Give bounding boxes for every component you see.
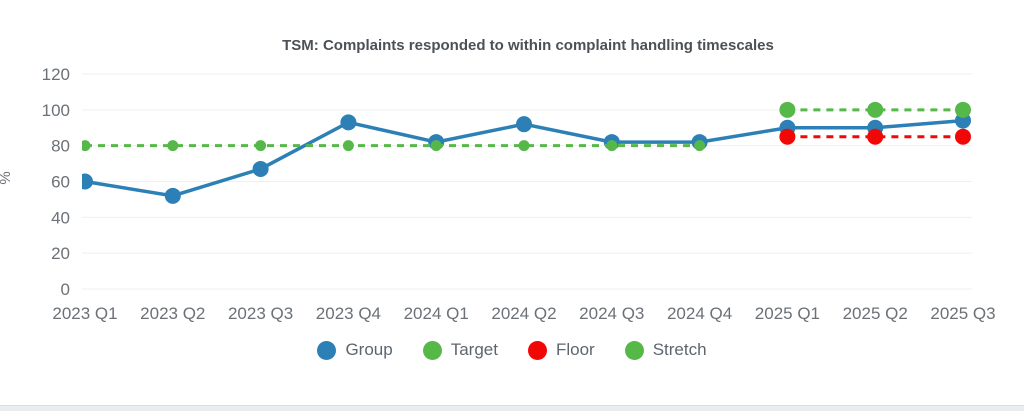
line-chart: TSM: Complaints responded to within comp… — [0, 37, 996, 323]
y-tick-label: 120 — [42, 65, 70, 84]
data-point-target[interactable] — [430, 140, 442, 152]
chart-title: TSM: Complaints responded to within comp… — [282, 37, 774, 54]
y-tick-label: 60 — [51, 173, 70, 192]
data-point-floor[interactable] — [867, 128, 884, 145]
data-point-target[interactable] — [694, 140, 706, 152]
data-point-target[interactable] — [255, 140, 267, 152]
footer-strip — [0, 405, 1024, 411]
data-point-group[interactable] — [516, 116, 532, 133]
data-point-group[interactable] — [164, 187, 181, 204]
x-tick-label: 2023 Q3 — [228, 304, 293, 323]
x-tick-label: 2025 Q2 — [843, 304, 908, 323]
x-tick-label: 2023 Q1 — [52, 304, 117, 323]
legend-item-target[interactable]: Target — [422, 340, 498, 360]
legend-marker-target — [422, 340, 442, 360]
data-point-target[interactable] — [518, 140, 530, 152]
x-tick-label: 2024 Q2 — [491, 304, 556, 323]
y-tick-label: 0 — [61, 280, 70, 299]
data-point-target[interactable] — [80, 140, 91, 152]
data-point-floor[interactable] — [779, 128, 796, 145]
legend-marker-stretch — [624, 340, 644, 360]
legend-marker-floor — [527, 340, 547, 360]
legend-label-stretch: Stretch — [652, 340, 707, 359]
x-tick-label: 2024 Q3 — [579, 304, 644, 323]
x-tick-label: 2025 Q3 — [930, 304, 995, 323]
x-tick-label: 2024 Q4 — [667, 304, 732, 323]
x-tick-label: 2024 Q1 — [404, 304, 469, 323]
x-tick-label: 2023 Q2 — [140, 304, 205, 323]
data-point-target[interactable] — [167, 140, 179, 152]
y-tick-label: 100 — [42, 101, 70, 120]
legend-label-group: Group — [345, 340, 393, 359]
data-point-group[interactable] — [340, 114, 357, 131]
y-tick-label: 80 — [51, 137, 70, 156]
data-point-group[interactable] — [77, 173, 93, 190]
data-point-target[interactable] — [342, 140, 354, 152]
data-point-target[interactable] — [606, 140, 618, 152]
y-tick-label: 20 — [51, 244, 70, 263]
data-point-group[interactable] — [252, 160, 269, 177]
legend-item-stretch[interactable]: Stretch — [624, 340, 707, 360]
data-point-stretch[interactable] — [867, 101, 884, 118]
x-tick-label: 2025 Q1 — [755, 304, 820, 323]
legend-item-floor[interactable]: Floor — [527, 340, 595, 360]
x-tick-label: 2023 Q4 — [316, 304, 381, 323]
data-point-floor[interactable] — [955, 128, 971, 145]
y-tick-label: 40 — [51, 208, 70, 227]
y-axis-label: % — [0, 171, 14, 184]
legend-item-group[interactable]: Group — [317, 340, 393, 360]
data-point-stretch[interactable] — [779, 101, 796, 118]
legend-marker-group — [317, 340, 337, 360]
data-point-stretch[interactable] — [955, 101, 971, 118]
legend-label-floor: Floor — [555, 340, 595, 359]
legend-label-target: Target — [450, 340, 498, 359]
chart-legend: Group Target Floor Stretch — [0, 340, 1024, 360]
